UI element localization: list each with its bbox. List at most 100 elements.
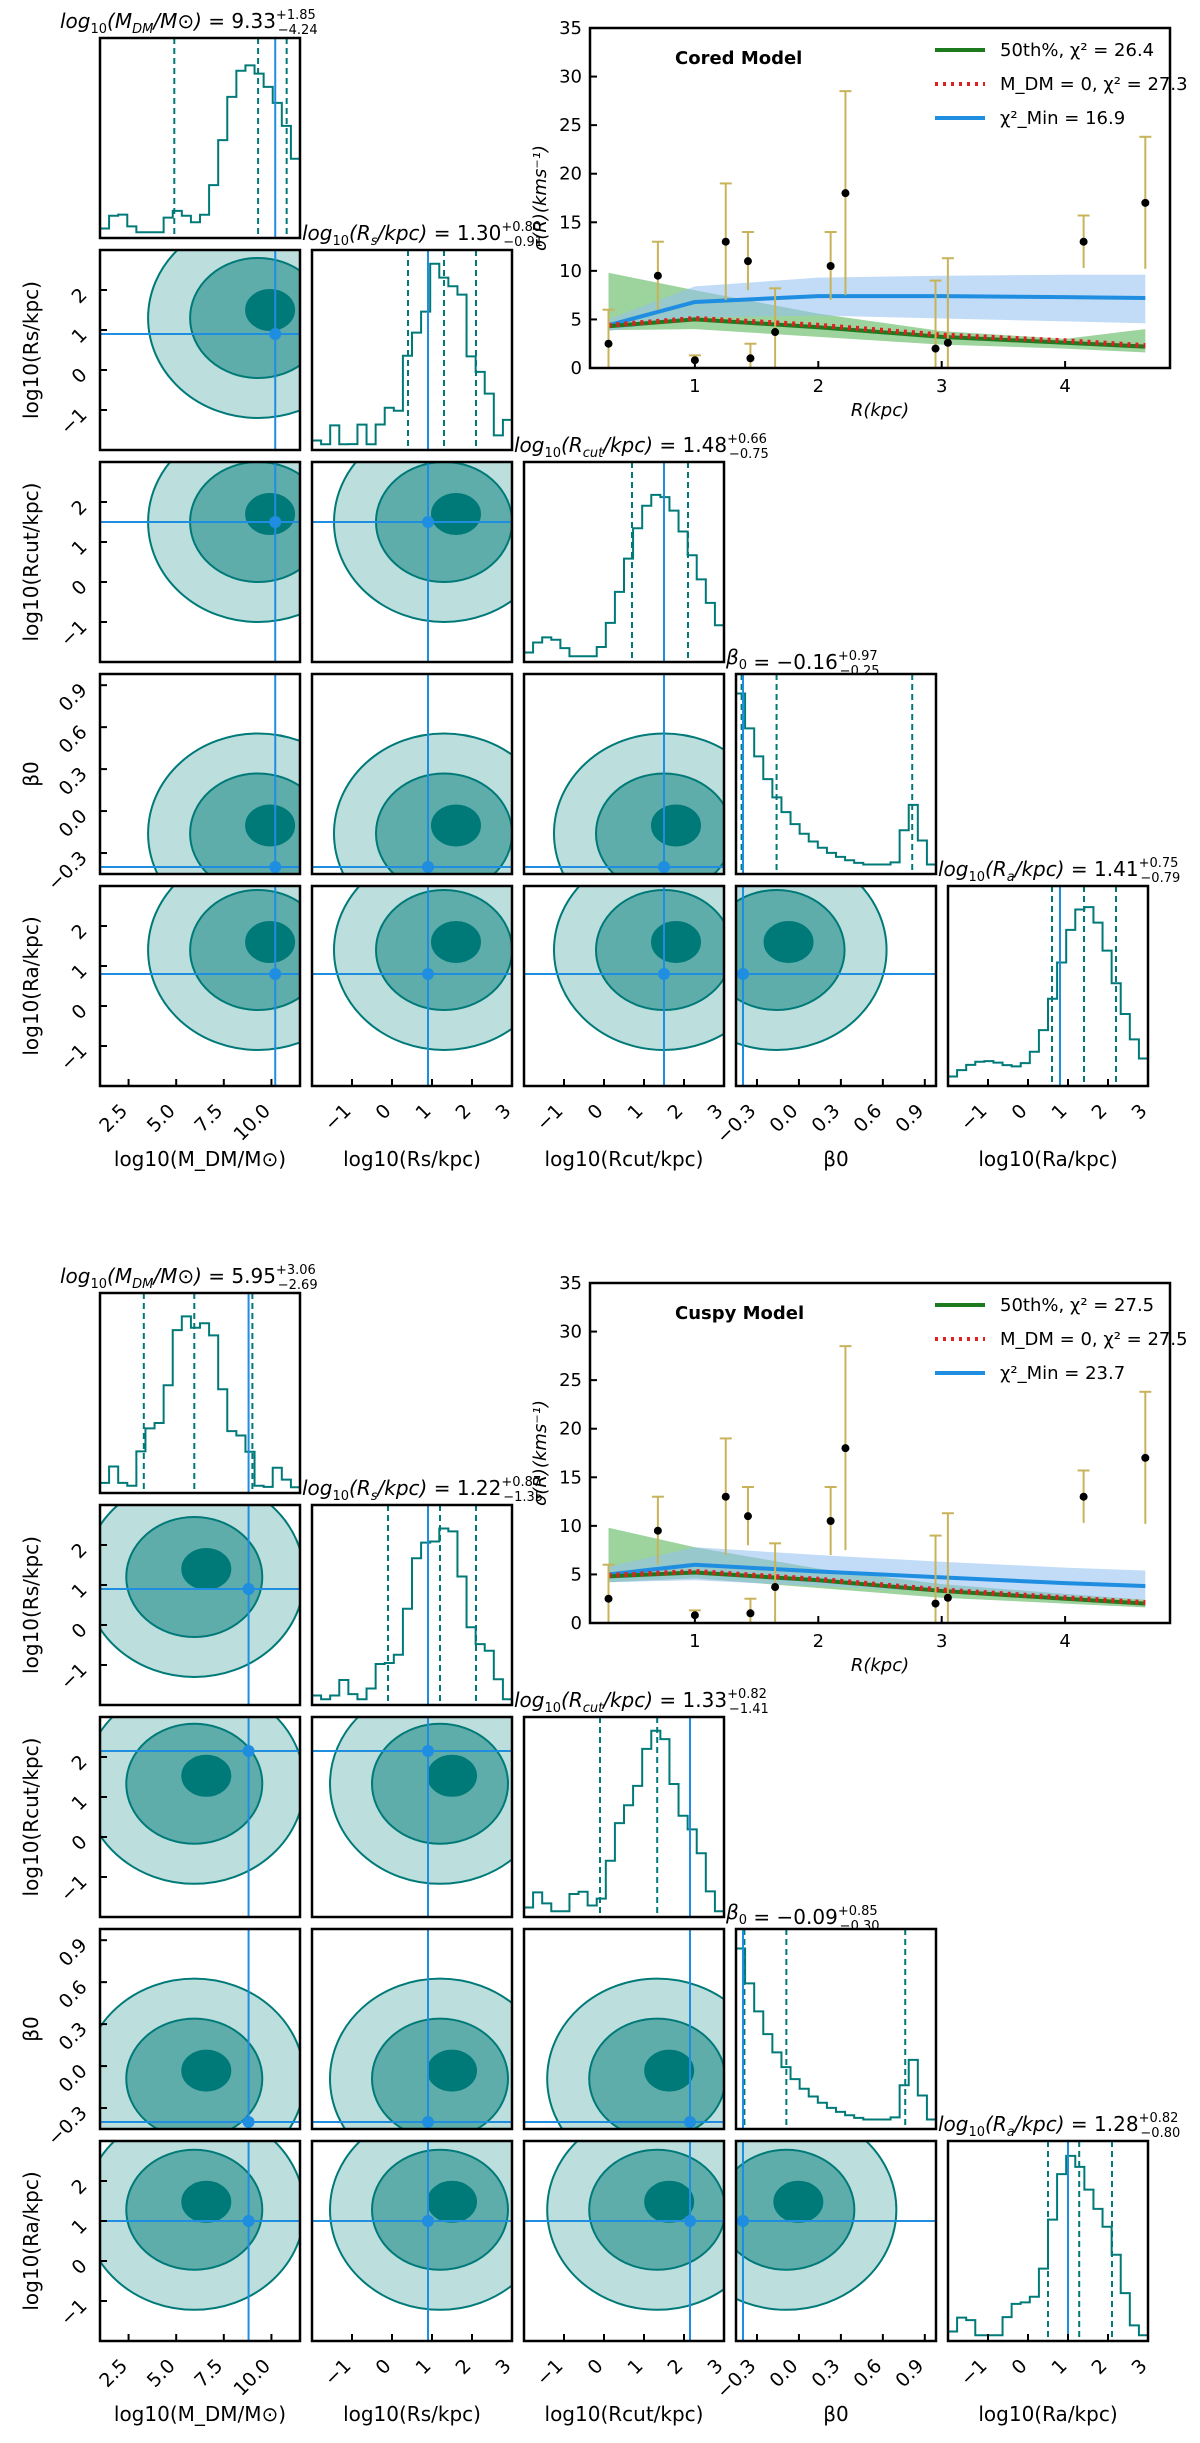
y-tick-label: 2	[67, 920, 91, 944]
title-minus: −0.30	[840, 1919, 880, 1934]
best-fit-point	[422, 2215, 434, 2227]
best-fit-point	[736, 968, 749, 980]
title-minus: −2.69	[278, 1278, 318, 1293]
title-tail-sub: cut	[583, 1701, 604, 1716]
contour-1sigma	[651, 921, 701, 963]
contour-levels	[329, 1977, 512, 2129]
title-eq: =	[747, 1905, 776, 1929]
data-point	[746, 1609, 755, 1618]
y-tick-label: −1	[56, 1659, 91, 1694]
title-eq: =	[1065, 2112, 1094, 2136]
best-fit-point	[269, 861, 282, 874]
x-tick-label: −0.3	[712, 1100, 760, 1148]
histogram-title: log10(MDM/M⊙) = 9.33+1.85 −4.24	[60, 8, 318, 38]
title-tail: (M	[107, 1264, 132, 1288]
histogram-title: log10(Rs/kpc) = 1.30+0.80 −0.91	[302, 220, 543, 250]
panel-frame	[522, 1927, 726, 2131]
y-tick-label: 0.0	[55, 805, 92, 842]
legend-label: M_DM = 0, χ² = 27.5	[1000, 1329, 1188, 1350]
histogram-panel: β0 = −0.09+0.85 −0.30	[725, 1900, 938, 2131]
data-point	[653, 1526, 662, 1535]
contour-1sigma	[245, 804, 296, 847]
title-tail: (R	[985, 2112, 1007, 2136]
title-eq: =	[653, 1688, 682, 1712]
title-median: 1.33	[683, 1688, 728, 1712]
disp-x-tick-label: 2	[813, 1631, 824, 1652]
contour-levels	[329, 1717, 512, 1885]
histogram-title: log10(Rs/kpc) = 1.22+0.87 −1.35	[302, 1475, 543, 1505]
x-tick-label: 2	[451, 2355, 475, 2379]
y-tick-label: 1	[67, 960, 91, 984]
histogram-title: log10(Rcut/kpc) = 1.33+0.82 −1.41	[514, 1687, 769, 1717]
panel-frame	[946, 884, 1150, 1088]
y-axis-label: log10(Rs/kpc)	[19, 1536, 43, 1674]
x-axis-label: log10(M_DM/M⊙)	[114, 2402, 286, 2426]
title-eq: =	[427, 221, 456, 245]
title-base: log	[938, 2112, 969, 2136]
panel-frame	[98, 1291, 302, 1495]
best-fit-point	[422, 516, 434, 528]
histogram-step	[735, 1947, 936, 2129]
y-axis-label: β0	[19, 2016, 43, 2042]
y-tick-label: 0.3	[55, 763, 92, 800]
title-plus: +3.06	[276, 1263, 316, 1278]
histogram-step	[311, 1527, 512, 1705]
x-axis-label: log10(Rcut/kpc)	[545, 1147, 704, 1171]
y-tick-label: −1	[56, 1871, 91, 1906]
data-point	[931, 1599, 940, 1608]
data-point	[826, 1517, 835, 1525]
title-tail2: /M⊙)	[151, 1264, 202, 1288]
y-tick-label: 0	[67, 1000, 91, 1024]
title-tail-sub: DM	[132, 22, 153, 37]
corner-figure-0: log10(MDM/M⊙) = 9.33+1.85 −4.24−1012log10…	[19, 8, 1188, 1171]
x-axis-label: log10(M_DM/M⊙)	[114, 1147, 286, 1171]
x-tick-label: 1	[411, 1100, 435, 1124]
best-fit-point	[658, 968, 670, 980]
disp-x-tick-label: 3	[936, 1631, 947, 1652]
panel-frame	[310, 1503, 514, 1707]
title-base: log	[938, 857, 969, 881]
title-tail-sub: s	[371, 1489, 378, 1504]
x-tick-label: 3	[1127, 1100, 1151, 1124]
title-tail2: /kpc)	[376, 221, 428, 245]
title-minus: −0.80	[1140, 2126, 1180, 2141]
title-tail: (R	[561, 433, 583, 457]
contour-levels	[100, 1505, 300, 1678]
contour-levels	[333, 732, 512, 874]
x-axis-label: β0	[823, 2402, 849, 2426]
y-tick-label: 0.3	[55, 2018, 92, 2055]
histogram-panel: log10(Rcut/kpc) = 1.48+0.66 −0.75	[514, 432, 769, 664]
disp-y-tick-label: 5	[571, 309, 582, 330]
title-minus: −0.75	[729, 447, 769, 462]
contour-levels	[100, 1717, 300, 1885]
disp-y-tick-label: 15	[559, 1467, 582, 1488]
data-point	[1079, 237, 1088, 246]
x-tick-label: 0.9	[891, 2355, 928, 2392]
y-tick-label: 0.9	[55, 679, 92, 716]
dispersion-frame	[588, 1281, 1172, 1625]
x-tick-label: 0.9	[891, 1100, 928, 1137]
title-tail-sub: cut	[583, 446, 604, 461]
panel-frame	[734, 672, 938, 876]
y-axis-label: log10(Ra/kpc)	[19, 916, 43, 1055]
histogram-step	[99, 1315, 300, 1493]
disp-y-tick-label: 25	[559, 1370, 582, 1391]
contour-levels	[147, 886, 300, 1051]
y-tick-label: 2	[67, 1539, 91, 1563]
title-plus: +0.66	[727, 432, 767, 447]
data-point	[931, 344, 940, 353]
contour-1sigma	[245, 493, 296, 535]
x-tick-label: 5.0	[143, 1100, 180, 1137]
model-label: Cuspy Model	[675, 1303, 804, 1324]
disp-y-tick-label: 35	[559, 18, 582, 39]
best-fit-point	[242, 2215, 255, 2227]
disp-x-label: R(kpc)	[851, 400, 909, 421]
title-plus: +0.75	[1139, 856, 1179, 871]
x-tick-label: 0.6	[849, 2355, 886, 2392]
title-median: 5.95	[231, 1264, 276, 1288]
data-point	[771, 1583, 780, 1592]
disp-x-tick-label: 4	[1059, 376, 1070, 397]
